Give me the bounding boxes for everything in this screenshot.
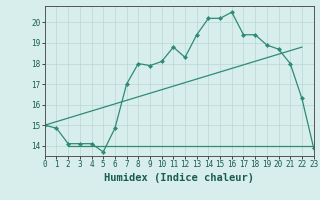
X-axis label: Humidex (Indice chaleur): Humidex (Indice chaleur) [104, 173, 254, 183]
